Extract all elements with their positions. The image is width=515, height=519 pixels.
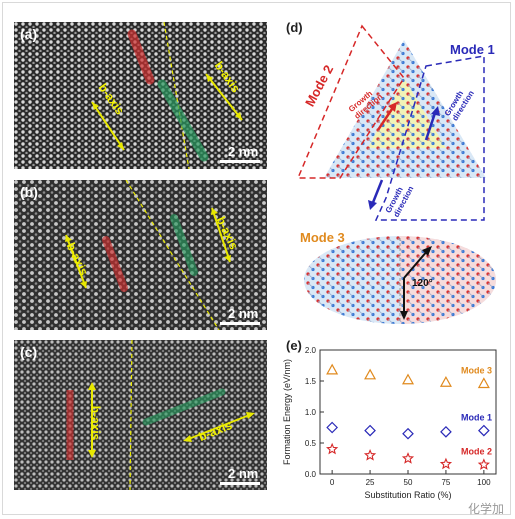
mode-3-point	[439, 376, 452, 387]
panel-a-scale-bar	[220, 160, 260, 163]
panel-a-label: (a)	[20, 26, 38, 42]
panel-c-micrograph: (c) b-axis b-axis 2 nm	[14, 340, 267, 490]
mode-3-point	[326, 363, 339, 375]
y-axis-label: Formation Energy (eV/nm)	[282, 359, 292, 465]
panel-a-scale-label: 2 nm	[228, 144, 259, 159]
axis-arrow-left	[65, 234, 87, 289]
mode-3-point	[477, 377, 490, 389]
watermark: 化学加	[468, 502, 505, 516]
green-highlight	[170, 214, 198, 276]
figure-frame	[2, 2, 511, 515]
green-highlight	[142, 388, 226, 426]
mode-3-point	[364, 368, 377, 380]
axis-arrow-right	[185, 413, 253, 441]
panel-c-scale-bar	[220, 482, 260, 485]
red-highlight	[127, 29, 155, 85]
panel-e: (e) 0.0 0.5 1.0 1.5 2.0 0 25 50 75 100 Substitutio…	[276, 336, 508, 506]
mode-1-series-label: Mode 1	[461, 413, 492, 423]
angle-arrow-1	[403, 249, 429, 279]
mode-2-point	[363, 448, 377, 461]
mode3-label: Mode 3	[300, 230, 345, 245]
panel-b-label: (b)	[20, 184, 38, 200]
x-tick-label: 100	[477, 478, 491, 487]
panel-d-label: (d)	[286, 20, 303, 35]
panel-c-scale-label: 2 nm	[228, 466, 259, 481]
panel-d: (d) Mode 1 Mode 2 Mode 3 Growth directio…	[276, 20, 508, 330]
panel-a-micrograph: (a) b-axis b-axis 2 nm	[14, 22, 267, 169]
x-axis-label: Substitution Ratio (%)	[364, 490, 451, 500]
panel-b-micrograph: (b) b-axis b-axis 2 nm	[14, 180, 267, 330]
panel-e-label: (e)	[286, 338, 302, 353]
panel-a-lattice	[14, 22, 267, 169]
panel-b-scale-label: 2 nm	[228, 306, 259, 321]
y-tick-label: 1.5	[305, 377, 317, 386]
formation-energy-chart: 0.0 0.5 1.0 1.5 2.0 0 25 50 75 100 Substitution Ra…	[282, 346, 497, 500]
mode-2-point	[326, 442, 339, 455]
axis-arrow-right	[211, 207, 231, 263]
mode1-growth-arrow	[424, 109, 438, 141]
mode-2-series-label: Mode 2	[461, 447, 492, 457]
mode2-region	[296, 24, 405, 179]
panel-b-scale-bar	[220, 322, 260, 325]
y-tick-label: 0.0	[305, 470, 317, 479]
y-tick-label: 2.0	[305, 346, 317, 355]
green-highlight	[157, 79, 209, 162]
mode-1-point	[440, 425, 452, 438]
x-tick-label: 50	[404, 478, 413, 487]
panel-d-schematic	[296, 24, 496, 324]
mode-1-point	[478, 424, 490, 437]
mode-1-point	[402, 427, 414, 440]
mode1-growth-arrow-down	[370, 179, 384, 206]
panel-c-label: (c)	[20, 344, 38, 360]
red-highlight	[102, 236, 128, 292]
axis-arrow-right	[205, 73, 243, 121]
mode1-label: Mode 1	[450, 42, 495, 57]
boundary-line	[125, 180, 220, 330]
mode-2-point	[477, 458, 490, 470]
x-tick-label: 0	[330, 478, 335, 487]
x-tick-label: 75	[441, 478, 450, 487]
axis-arrow-left	[91, 101, 125, 151]
mode-3-point	[401, 373, 415, 385]
x-tick-label: 25	[366, 478, 375, 487]
angle-label: 120°	[412, 278, 433, 289]
mode-3-series-label: Mode 3	[461, 365, 492, 375]
mode-2-point	[401, 452, 415, 464]
boundary-line	[163, 22, 190, 169]
mode-1-point	[364, 424, 376, 437]
mode-1-point	[326, 421, 338, 434]
mode2-growth-arrow	[376, 105, 396, 131]
panel-c-axis-left: b-axis	[88, 405, 103, 441]
mode-2-point	[439, 457, 453, 470]
panel-b-lattice	[14, 180, 267, 330]
panel-c-lattice	[14, 340, 267, 490]
y-tick-label: 0.5	[305, 439, 317, 448]
y-tick-label: 1.0	[305, 408, 317, 417]
